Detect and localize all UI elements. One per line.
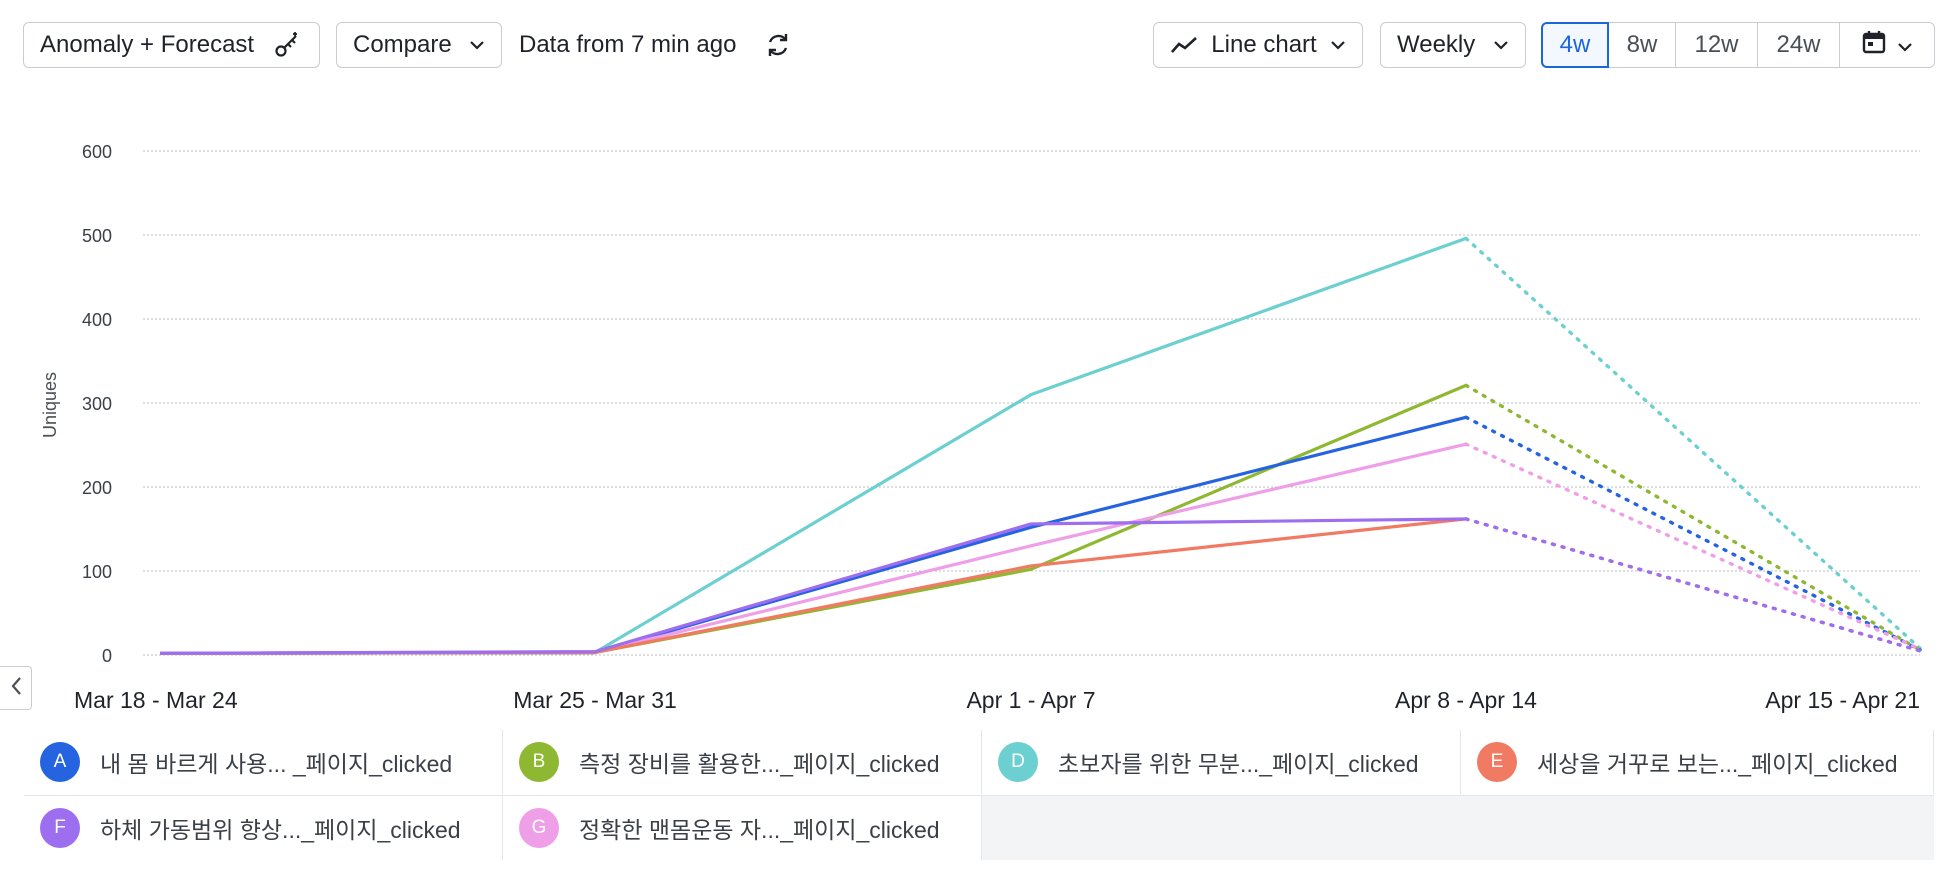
legend-badge: G — [519, 808, 559, 848]
refresh-icon[interactable] — [762, 22, 794, 68]
series-line-E — [159, 517, 1467, 655]
legend-item-E[interactable]: E 세상을 거꾸로 보는..._페이지_clicked — [1461, 730, 1934, 794]
chevron-down-icon — [469, 40, 485, 50]
chevron-down-icon — [1897, 31, 1913, 59]
chart-legend: A 내 몸 바르게 사용... _페이지_clicked B 측정 장비를 활용한..… — [24, 730, 1934, 860]
y-tick-label: 0 — [102, 646, 112, 666]
y-tick-label: 500 — [82, 226, 112, 246]
x-tick-label: Apr 15 - Apr 21 — [1765, 687, 1920, 713]
legend-label: 측정 장비를 활용한..._페이지_clicked — [579, 751, 940, 777]
chevron-down-icon — [1330, 40, 1346, 50]
line-chart-icon — [1170, 35, 1198, 55]
range-4w-button[interactable]: 4w — [1541, 22, 1609, 68]
legend-item-F[interactable]: F 하체 가동범위 향상..._페이지_clicked — [24, 796, 503, 860]
x-tick-label: Apr 1 - Apr 7 — [966, 687, 1095, 713]
y-tick-label: 100 — [82, 562, 112, 582]
chevron-down-icon — [1493, 40, 1509, 50]
legend-badge: B — [519, 742, 559, 782]
interval-dropdown[interactable]: Weekly — [1380, 22, 1526, 68]
forecast-line-D — [1464, 236, 1922, 650]
compare-label: Compare — [353, 31, 452, 58]
y-tick-label: 600 — [82, 142, 112, 162]
y-tick-label: 400 — [82, 310, 112, 330]
forecast-line-B — [1464, 383, 1922, 652]
legend-label: 초보자를 위한 무분..._페이지_clicked — [1058, 751, 1419, 777]
legend-label: 하체 가동범위 향상..._페이지_clicked — [100, 817, 461, 843]
chevron-left-icon — [10, 676, 22, 701]
scroll-left-button[interactable] — [0, 666, 32, 710]
forecast-line-F — [1464, 517, 1922, 653]
anomaly-forecast-label: Anomaly + Forecast — [40, 31, 255, 58]
anomaly-forecast-button[interactable]: Anomaly + Forecast — [23, 22, 320, 68]
range-12w-button[interactable]: 12w — [1676, 22, 1758, 68]
range-8w-button[interactable]: 8w — [1609, 22, 1676, 68]
series-line-F — [159, 517, 1467, 655]
chart-toolbar: Anomaly + Forecast Compare Data from 7 m… — [0, 0, 1954, 92]
legend-badge: F — [40, 808, 80, 848]
line-chart: Uniques 0 100 200 300 400 500 600 Mar 18 - Mar … — [40, 142, 1922, 713]
legend-label: 내 몸 바르게 사용... _페이지_clicked — [100, 751, 453, 777]
forecast-line-G — [1464, 442, 1922, 651]
y-axis-label: Uniques — [40, 372, 60, 438]
forecast-line-A — [1464, 415, 1922, 652]
interval-label: Weekly — [1397, 31, 1476, 58]
calendar-icon — [1861, 29, 1887, 62]
legend-badge: D — [998, 742, 1038, 782]
x-tick-label: Mar 18 - Mar 24 — [74, 687, 238, 713]
x-tick-label: Mar 25 - Mar 31 — [513, 687, 677, 713]
compare-dropdown[interactable]: Compare — [336, 22, 502, 68]
legend-empty-area — [982, 796, 1934, 860]
legend-item-D[interactable]: D 초보자를 위한 무분..._페이지_clicked — [982, 730, 1461, 794]
legend-badge: E — [1477, 742, 1517, 782]
chart-type-dropdown[interactable]: Line chart — [1153, 22, 1363, 68]
series-line-B — [159, 383, 1467, 655]
chart-type-label: Line chart — [1211, 31, 1317, 58]
magic-wand-icon — [273, 30, 303, 60]
custom-date-button[interactable] — [1840, 22, 1935, 68]
series-line-A — [159, 415, 1467, 655]
legend-label: 정확한 맨몸운동 자..._페이지_clicked — [579, 817, 940, 843]
legend-badge: A — [40, 742, 80, 782]
x-tick-label: Apr 8 - Apr 14 — [1395, 687, 1537, 713]
legend-divider — [24, 795, 1934, 796]
legend-item-B[interactable]: B 측정 장비를 활용한..._페이지_clicked — [503, 730, 982, 794]
legend-label: 세상을 거꾸로 보는..._페이지_clicked — [1537, 751, 1898, 777]
range-24w-button[interactable]: 24w — [1758, 22, 1840, 68]
series-line-G — [159, 442, 1467, 655]
y-tick-label: 200 — [82, 478, 112, 498]
legend-item-G[interactable]: G 정확한 맨몸운동 자..._페이지_clicked — [503, 796, 982, 860]
legend-item-A[interactable]: A 내 몸 바르게 사용... _페이지_clicked — [24, 730, 503, 794]
date-range-selector: 4w 8w 12w 24w — [1541, 22, 1935, 68]
y-tick-label: 300 — [82, 394, 112, 414]
data-freshness: Data from 7 min ago — [519, 31, 737, 58]
